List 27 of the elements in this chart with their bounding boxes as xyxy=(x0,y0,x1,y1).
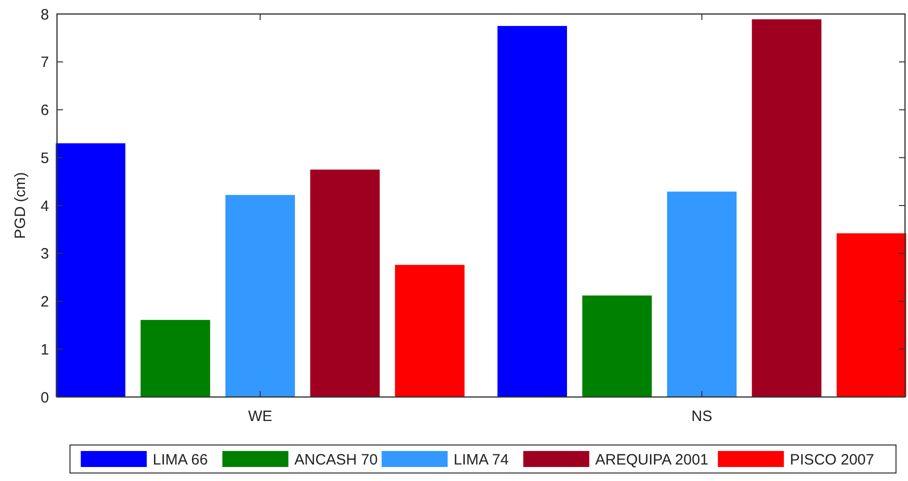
bar xyxy=(836,233,906,397)
y-tick-label: 1 xyxy=(40,341,49,358)
bar xyxy=(497,26,567,397)
bar xyxy=(395,264,465,397)
legend-label: ANCASH 70 xyxy=(294,451,378,468)
y-tick-label: 8 xyxy=(40,6,49,24)
y-tick-label: 5 xyxy=(40,150,49,167)
y-tick-label: 2 xyxy=(40,294,49,310)
bar xyxy=(582,296,652,397)
y-tick-label: 0 xyxy=(40,389,49,406)
y-tick-label: 4 xyxy=(40,198,49,215)
legend-label: PISCO 2007 xyxy=(790,451,874,468)
legend-label: LIMA 74 xyxy=(454,451,509,468)
y-tick-label: 3 xyxy=(40,246,49,263)
y-tick-label: 6 xyxy=(40,102,49,119)
x-tick-label: WE xyxy=(248,408,272,425)
bar xyxy=(225,194,295,397)
bar xyxy=(140,320,210,397)
bar xyxy=(310,170,380,397)
x-tick-label: NS xyxy=(691,408,712,425)
y-tick-label: 7 xyxy=(40,54,49,72)
legend-label: AREQUIPA 2001 xyxy=(595,451,708,468)
bar xyxy=(752,19,822,397)
legend-label: LIMA 66 xyxy=(152,451,208,468)
bar xyxy=(56,143,126,397)
y-axis-title: PGD (cm) xyxy=(12,172,29,239)
bar xyxy=(667,192,737,397)
